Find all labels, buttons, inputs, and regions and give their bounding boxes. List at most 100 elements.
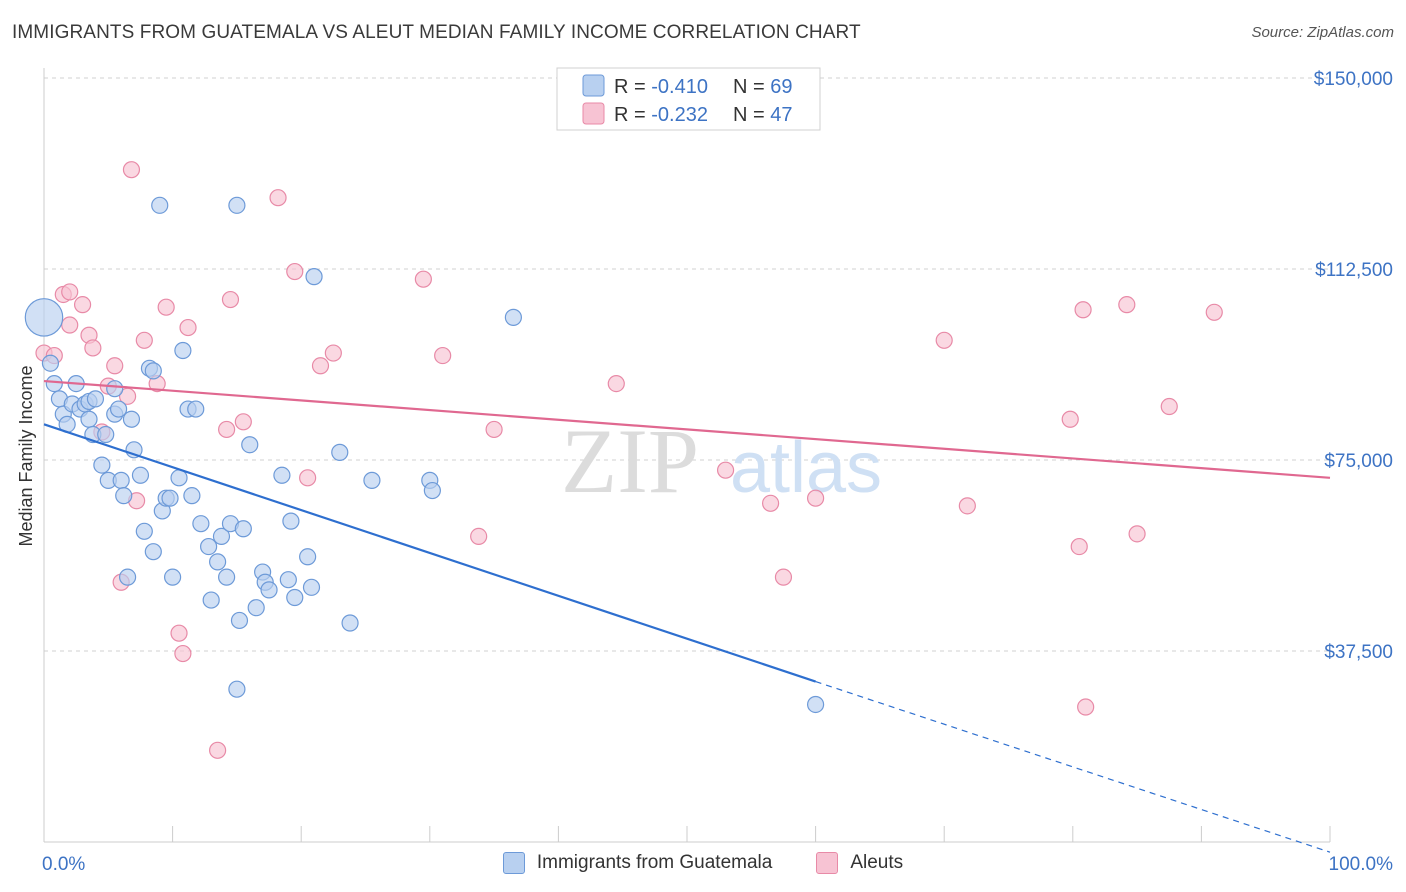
y-tick-label-0: $37,500 xyxy=(1324,642,1393,663)
aleuts-point-42 xyxy=(1070,537,1088,556)
aleuts-point-28 xyxy=(311,357,330,375)
legend-row-1: R = -0.410 xyxy=(614,76,708,98)
legend-item-guatemala: Immigrants from Guatemala xyxy=(502,852,773,874)
legend-r-value: -0.410 xyxy=(651,76,708,98)
aleuts-point-29 xyxy=(324,344,342,362)
aleuts-point-18 xyxy=(170,624,188,642)
aleuts-point-5 xyxy=(73,296,92,314)
legend-swatch-pink xyxy=(582,102,605,125)
grid-lines xyxy=(44,77,1330,652)
chart-source: Source: ZipAtlas.com xyxy=(1251,24,1394,41)
aleuts-point-33 xyxy=(485,420,503,439)
legend-label-aleuts: Aleuts xyxy=(850,852,904,873)
chart-title: IMMIGRANTS FROM GUATEMALA VS ALEUT MEDIA… xyxy=(12,22,861,43)
guatemala-point-41 xyxy=(200,537,218,556)
guatemala-point-1 xyxy=(41,354,60,372)
y-axis-title: Median Family Income xyxy=(16,365,36,546)
aleuts-point-48 xyxy=(1205,303,1223,321)
aleuts-point-34 xyxy=(607,375,625,393)
guatemala-point-67 xyxy=(423,481,441,500)
aleuts-points xyxy=(35,161,1223,759)
aleuts-point-31 xyxy=(434,346,452,365)
legend-n-value: 47 xyxy=(770,104,792,126)
aleuts-point-46 xyxy=(1128,525,1146,543)
legend-label-guatemala: Immigrants from Guatemala xyxy=(536,852,773,873)
guatemala-point-13 xyxy=(86,390,105,408)
aleuts-point-4 xyxy=(61,316,79,334)
guatemala-point-14 xyxy=(93,456,111,474)
guatemala-point-10 xyxy=(80,410,98,428)
guatemala-point-69 xyxy=(806,695,825,714)
legend-row-1-n: N = 69 xyxy=(733,76,793,98)
legend-n-label: N = xyxy=(733,76,770,98)
guatemala-point-22 xyxy=(118,568,137,586)
guatemala-point-23 xyxy=(122,410,141,428)
watermark-zip: ZIP xyxy=(561,410,699,512)
guatemala-point-2 xyxy=(45,375,63,393)
legend-r-label: R = xyxy=(614,76,651,98)
x-tick-labels: 0.0% 100.0% xyxy=(42,854,1393,875)
guatemala-trend-extension xyxy=(815,680,1331,853)
aleuts-point-15 xyxy=(135,331,153,349)
y-tick-label-1: $75,000 xyxy=(1324,451,1393,472)
aleuts-point-22 xyxy=(221,290,240,309)
guatemala-point-19 xyxy=(109,400,128,418)
aleuts-point-23 xyxy=(218,420,236,439)
x-tick-label-0: 0.0% xyxy=(42,854,85,875)
legend-r-label: R = xyxy=(614,104,651,126)
x-tick-label-1: 100.0% xyxy=(1329,854,1394,875)
aleuts-trend-line xyxy=(43,379,1331,479)
guatemala-point-18 xyxy=(106,380,124,398)
aleuts-point-25 xyxy=(269,189,287,207)
guatemala-point-50 xyxy=(234,520,252,538)
guatemala-point-48 xyxy=(228,680,246,698)
aleuts-point-32 xyxy=(470,527,488,546)
guatemala-point-44 xyxy=(212,527,231,546)
legend-swatch-aleuts xyxy=(816,852,839,874)
guatemala-point-0 xyxy=(24,298,64,337)
series-legend: Immigrants from Guatemala Aleuts xyxy=(0,852,1406,874)
guatemala-point-40 xyxy=(192,515,210,533)
aleuts-point-41 xyxy=(1061,410,1079,428)
watermark-atlas: atlas xyxy=(730,428,882,508)
aleuts-point-45 xyxy=(1118,296,1136,314)
watermark: ZIP atlas xyxy=(561,410,882,512)
aleuts-point-3 xyxy=(61,283,79,301)
stats-legend: R = -0.410 N = 69 R = -0.232 N = 47 xyxy=(556,67,821,131)
guatemala-point-21 xyxy=(115,487,133,505)
guatemala-point-38 xyxy=(183,487,201,505)
legend-r-value: -0.232 xyxy=(651,104,708,126)
aleuts-point-38 xyxy=(806,489,825,507)
guatemala-point-63 xyxy=(331,443,349,461)
aleuts-point-27 xyxy=(299,469,317,487)
aleuts-point-10 xyxy=(106,357,124,375)
guatemala-point-47 xyxy=(228,196,246,214)
guatemala-point-25 xyxy=(131,466,150,484)
aleuts-point-47 xyxy=(1160,397,1178,416)
guatemala-point-45 xyxy=(218,568,236,586)
legend-n-label: N = xyxy=(733,104,770,126)
axes xyxy=(43,68,1331,843)
aleuts-point-21 xyxy=(209,741,227,759)
guatemala-point-36 xyxy=(174,341,192,360)
legend-n-value: 69 xyxy=(770,76,792,98)
guatemala-point-59 xyxy=(286,588,304,607)
guatemala-point-56 xyxy=(273,466,291,484)
y-tick-label-3: $150,000 xyxy=(1314,69,1393,90)
guatemala-points xyxy=(24,196,825,714)
aleuts-point-36 xyxy=(761,494,780,512)
aleuts-point-24 xyxy=(234,413,252,431)
guatemala-point-58 xyxy=(279,571,297,589)
guatemala-point-52 xyxy=(247,599,265,617)
guatemala-point-49 xyxy=(230,611,249,630)
trend-lines xyxy=(43,379,1331,853)
aleuts-point-7 xyxy=(84,339,102,357)
guatemala-point-30 xyxy=(151,196,169,214)
guatemala-point-20 xyxy=(112,471,130,489)
guatemala-point-61 xyxy=(302,578,321,596)
guatemala-point-28 xyxy=(144,362,162,380)
legend-row-2: R = -0.232 xyxy=(614,104,708,126)
guatemala-point-39 xyxy=(187,400,205,418)
legend-row-2-n: N = 47 xyxy=(733,104,793,126)
